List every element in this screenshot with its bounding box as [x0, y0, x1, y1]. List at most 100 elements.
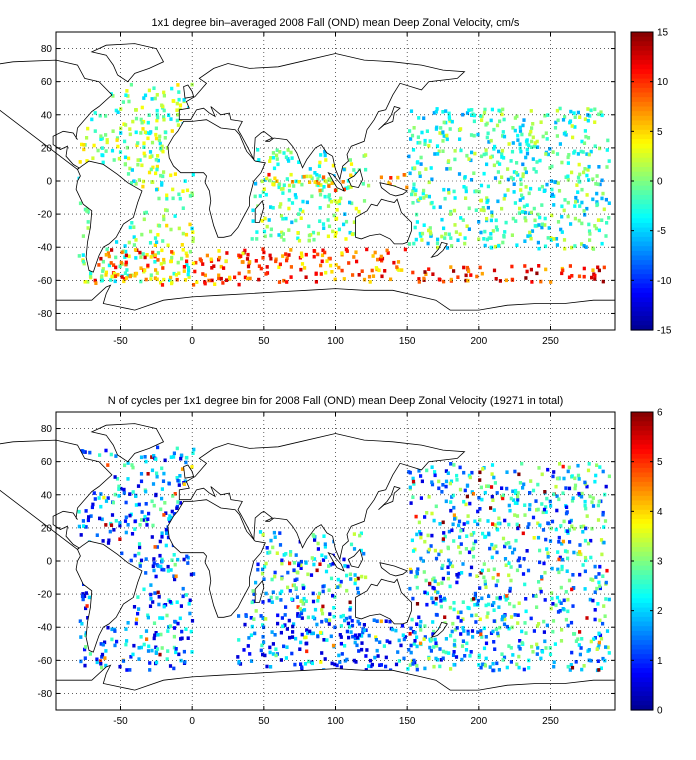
data-cell — [591, 504, 596, 508]
data-cell — [460, 644, 465, 648]
data-cell — [85, 604, 89, 608]
data-cell — [319, 183, 323, 187]
data-cell — [375, 648, 379, 653]
data-cell — [491, 522, 495, 526]
data-cell — [299, 216, 303, 220]
data-cell — [128, 132, 132, 137]
data-cell — [496, 633, 500, 638]
data-cell — [443, 534, 447, 539]
data-cell — [169, 455, 173, 459]
data-cell — [479, 485, 483, 490]
data-cell — [504, 278, 508, 283]
data-cell — [486, 184, 490, 189]
data-cell — [595, 647, 599, 651]
data-cell — [542, 561, 546, 566]
data-cell — [411, 270, 415, 275]
data-cell — [153, 96, 157, 101]
colorbar-step — [631, 649, 653, 655]
data-cell — [147, 644, 151, 649]
data-cell — [88, 652, 92, 656]
data-cell — [422, 116, 426, 120]
data-cell — [478, 507, 482, 511]
data-cell — [256, 567, 260, 572]
data-cell — [498, 180, 502, 185]
data-cell — [306, 615, 310, 620]
data-cell — [411, 662, 415, 666]
data-cell — [596, 265, 600, 270]
data-cell — [326, 204, 331, 208]
data-cell — [136, 611, 140, 616]
data-cell — [479, 571, 483, 575]
data-cell — [452, 539, 456, 543]
data-cell — [187, 275, 191, 279]
data-cell — [557, 570, 561, 575]
colorbar-tick-label: -5 — [657, 226, 666, 237]
data-cell — [134, 621, 138, 626]
data-cell — [382, 644, 386, 648]
data-cell — [286, 570, 290, 575]
data-cell — [483, 243, 487, 248]
data-cell — [389, 277, 393, 282]
data-cell — [512, 547, 517, 552]
data-cell — [299, 640, 303, 645]
data-cell — [113, 629, 117, 633]
data-cell — [473, 151, 477, 156]
colorbar-step — [631, 101, 653, 108]
data-cell — [151, 180, 155, 184]
colorbar-tick-label: 3 — [657, 557, 663, 568]
data-cell — [150, 154, 154, 158]
data-cell — [81, 597, 85, 602]
colorbar-step — [631, 302, 653, 308]
data-cell — [136, 158, 140, 162]
data-cell — [337, 227, 341, 232]
data-cell — [191, 239, 195, 244]
data-cell — [438, 522, 442, 526]
data-cell — [305, 174, 309, 179]
data-cell — [513, 613, 517, 617]
data-cell — [326, 218, 330, 222]
data-cell — [456, 615, 460, 620]
data-cell — [531, 135, 535, 140]
data-cell — [597, 668, 601, 672]
data-cell — [509, 159, 513, 163]
data-cell — [313, 538, 317, 542]
data-cell — [237, 659, 241, 664]
data-cell — [479, 629, 483, 633]
data-cell — [512, 170, 516, 174]
data-cell — [593, 608, 597, 612]
data-cell — [190, 193, 194, 197]
data-cell — [349, 577, 353, 581]
data-cell — [315, 622, 319, 627]
data-cell — [471, 554, 476, 559]
data-cell — [180, 243, 184, 247]
data-cell — [416, 567, 420, 571]
data-cell — [162, 257, 166, 262]
data-cell — [505, 624, 509, 629]
data-cell — [185, 259, 189, 264]
data-cell — [511, 126, 515, 130]
data-cell — [350, 623, 355, 628]
data-cell — [126, 94, 130, 98]
data-cell — [322, 185, 326, 189]
data-cell — [134, 503, 138, 507]
data-cell — [274, 257, 278, 262]
data-cell — [463, 175, 467, 179]
data-cell — [591, 496, 595, 500]
data-cell — [602, 525, 606, 529]
data-cell — [567, 275, 572, 280]
data-cell — [552, 470, 556, 474]
data-cell — [465, 641, 469, 646]
data-cell — [487, 140, 491, 144]
data-cell — [442, 531, 446, 535]
land-borneo — [347, 168, 364, 189]
data-cell — [124, 262, 128, 267]
data-cell — [128, 668, 132, 672]
data-cell — [519, 188, 523, 192]
land-madagascar — [254, 580, 265, 603]
data-cell — [359, 548, 363, 553]
data-cell — [262, 229, 267, 234]
data-cell — [582, 244, 586, 248]
data-cell — [222, 266, 226, 270]
data-cell — [521, 123, 525, 128]
data-cell — [305, 200, 309, 205]
